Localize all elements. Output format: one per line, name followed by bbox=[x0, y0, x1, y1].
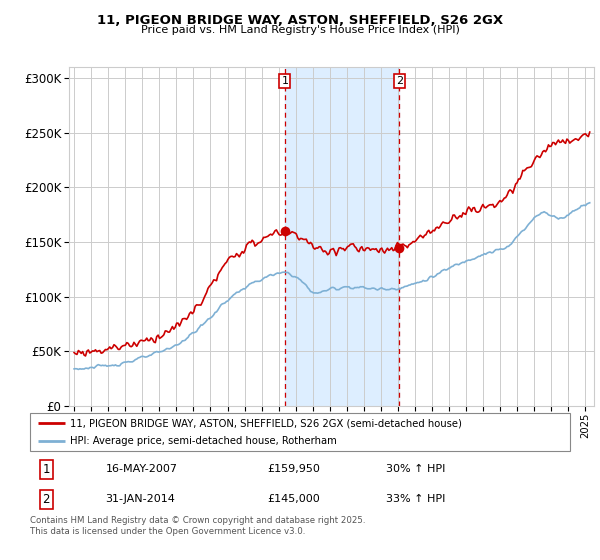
Text: 2: 2 bbox=[43, 493, 50, 506]
Bar bbox=[285, 67, 400, 406]
Text: Price paid vs. HM Land Registry's House Price Index (HPI): Price paid vs. HM Land Registry's House … bbox=[140, 25, 460, 35]
Text: 2: 2 bbox=[396, 76, 403, 86]
Text: 31-JAN-2014: 31-JAN-2014 bbox=[106, 494, 175, 505]
Text: 33% ↑ HPI: 33% ↑ HPI bbox=[386, 494, 446, 505]
Text: 11, PIGEON BRIDGE WAY, ASTON, SHEFFIELD, S26 2GX (semi-detached house): 11, PIGEON BRIDGE WAY, ASTON, SHEFFIELD,… bbox=[71, 418, 463, 428]
FancyBboxPatch shape bbox=[30, 413, 570, 451]
Text: 16-MAY-2007: 16-MAY-2007 bbox=[106, 464, 178, 474]
Text: 11, PIGEON BRIDGE WAY, ASTON, SHEFFIELD, S26 2GX: 11, PIGEON BRIDGE WAY, ASTON, SHEFFIELD,… bbox=[97, 14, 503, 27]
Text: 1: 1 bbox=[281, 76, 289, 86]
Text: HPI: Average price, semi-detached house, Rotherham: HPI: Average price, semi-detached house,… bbox=[71, 436, 337, 446]
Text: £145,000: £145,000 bbox=[268, 494, 320, 505]
Text: £159,950: £159,950 bbox=[268, 464, 320, 474]
Text: 1: 1 bbox=[43, 463, 50, 476]
Text: 30% ↑ HPI: 30% ↑ HPI bbox=[386, 464, 446, 474]
Text: Contains HM Land Registry data © Crown copyright and database right 2025.
This d: Contains HM Land Registry data © Crown c… bbox=[30, 516, 365, 536]
